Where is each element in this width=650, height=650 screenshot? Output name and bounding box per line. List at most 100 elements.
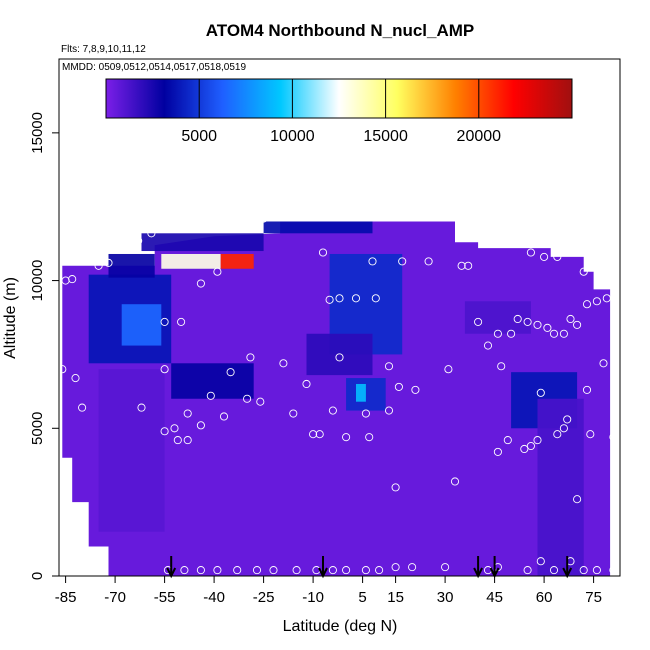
observation-point xyxy=(549,329,559,338)
observation-point xyxy=(424,257,433,266)
heatmap-cell xyxy=(108,253,155,278)
heatmap-cell xyxy=(356,383,366,402)
observation-point xyxy=(559,424,568,433)
observation-point xyxy=(68,275,77,284)
observation-point xyxy=(540,252,549,261)
arrow-head xyxy=(562,567,573,579)
observation-point xyxy=(408,563,417,572)
observation-point xyxy=(543,323,552,332)
observation-point xyxy=(536,388,545,397)
y-tick-label: 10000 xyxy=(29,260,46,302)
chart-title: ATOM4 Northbound N_nucl_AMP xyxy=(206,21,475,40)
observation-point xyxy=(497,362,506,371)
observation-point xyxy=(609,566,618,575)
observation-point xyxy=(160,427,169,436)
colorbar-tick-label: 10000 xyxy=(270,128,315,145)
observation-point xyxy=(526,441,535,451)
observation-point xyxy=(384,362,394,371)
dates-label: MMDD: 0509,0512,0514,0517,0518,0519 xyxy=(62,62,246,73)
observation-point xyxy=(315,430,324,439)
observation-point xyxy=(342,566,351,575)
observation-point xyxy=(289,409,298,418)
x-tick-label: 30 xyxy=(437,589,454,606)
observation-point xyxy=(59,365,67,374)
observation-point xyxy=(137,403,146,412)
observation-point xyxy=(94,261,103,270)
heatmap-cell xyxy=(171,363,254,399)
observation-point xyxy=(124,238,133,247)
x-tick-label: -85 xyxy=(55,589,77,606)
observation-point xyxy=(335,294,344,303)
colorbar-tick-label: 15000 xyxy=(363,128,408,145)
observation-point xyxy=(592,566,601,575)
observation-point xyxy=(579,566,588,575)
heatmap-cell xyxy=(220,253,254,269)
observation-point xyxy=(612,297,620,306)
observation-point xyxy=(513,314,522,324)
observation-point xyxy=(523,566,532,575)
observation-point xyxy=(147,229,156,238)
observation-point xyxy=(520,444,529,454)
heatmap-layer xyxy=(62,221,611,576)
observation-point xyxy=(582,300,592,309)
arrow-head xyxy=(318,567,328,579)
observation-point xyxy=(371,294,380,303)
colorbar-tick-label: 5000 xyxy=(181,128,217,145)
y-tick-label: 5000 xyxy=(29,412,46,445)
observation-point xyxy=(483,341,493,350)
observation-point xyxy=(573,320,582,329)
observation-point xyxy=(464,261,473,270)
y-tick-label: 0 xyxy=(29,572,46,580)
observation-point xyxy=(391,483,400,492)
x-tick-label: -40 xyxy=(203,589,225,606)
observation-point xyxy=(609,433,618,442)
observation-point xyxy=(526,248,535,257)
heatmap-cell xyxy=(98,369,165,532)
heatmap-cell xyxy=(306,333,373,376)
observation-point xyxy=(328,566,337,575)
observation-point xyxy=(292,566,301,575)
plot-area xyxy=(59,214,620,576)
observation-point xyxy=(536,557,545,566)
observation-point xyxy=(384,406,394,415)
colorbar-gradient xyxy=(105,78,573,119)
observation-point xyxy=(177,317,186,326)
observation-point xyxy=(233,566,242,575)
colorbar-tick-label: 20000 xyxy=(457,128,502,145)
heatmap-cell xyxy=(346,378,386,411)
heatmap-cell xyxy=(537,398,584,576)
observation-point xyxy=(183,436,192,445)
observation-point xyxy=(243,394,252,403)
x-tick-label: 5 xyxy=(358,589,366,606)
observation-point xyxy=(559,329,568,338)
observation-point xyxy=(328,406,337,415)
observation-point xyxy=(582,385,592,394)
observation-point xyxy=(533,436,542,445)
x-tick-label: -70 xyxy=(104,589,126,606)
observation-point xyxy=(219,412,229,421)
observation-point xyxy=(213,566,222,575)
observation-point xyxy=(160,365,169,374)
observation-point xyxy=(457,261,466,270)
observation-point xyxy=(309,430,318,439)
observation-point xyxy=(579,267,588,276)
observation-point xyxy=(493,329,502,338)
y-axis: 0 5000 10000 15000 xyxy=(29,112,59,580)
x-tick-label: 15 xyxy=(387,589,404,606)
observation-point xyxy=(375,566,384,575)
observation-point xyxy=(573,495,582,504)
observation-point xyxy=(441,563,450,572)
observation-point xyxy=(279,359,288,368)
observation-point xyxy=(411,385,420,394)
observation-point xyxy=(391,563,400,572)
observation-point xyxy=(325,295,334,304)
observation-point xyxy=(78,533,87,542)
y-tick-label: 15000 xyxy=(29,112,46,154)
observation-point xyxy=(183,409,192,418)
observation-point xyxy=(493,447,502,456)
down-arrow xyxy=(318,556,328,579)
observation-point xyxy=(559,246,568,256)
observation-point xyxy=(507,329,516,338)
colorbar: 5000 10000 15000 20000 xyxy=(105,78,573,145)
